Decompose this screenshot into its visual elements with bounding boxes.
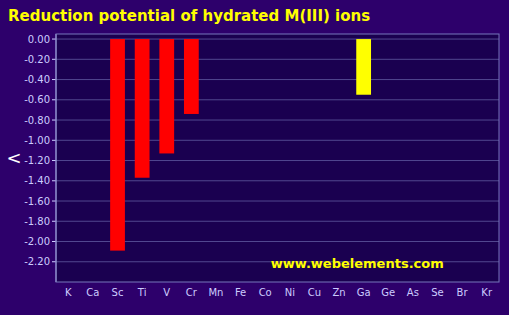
chart: 0.00 -0.20 -0.40 -0.60 -0.80 -1.00 -1.20 -1.40 -… <box>0 0 509 315</box>
bar <box>135 39 150 178</box>
tick-label: 0.00 <box>28 34 50 45</box>
bar <box>86 39 101 40</box>
bar <box>381 39 396 40</box>
bar <box>479 39 494 40</box>
tick-label: Cr <box>186 287 198 298</box>
plot-area <box>56 34 499 282</box>
tick-mark <box>52 261 56 262</box>
tick-label: Br <box>457 287 469 298</box>
tick-label: -2.20 <box>24 256 50 267</box>
bar <box>110 39 125 251</box>
bar <box>61 39 76 40</box>
annotation: www.webelements.com <box>271 256 444 271</box>
bar <box>455 39 470 40</box>
plot-frame <box>56 34 499 282</box>
tick-label: -0.60 <box>24 94 50 105</box>
tick-label: V <box>163 287 170 298</box>
bar <box>159 39 174 153</box>
bar <box>356 39 371 95</box>
title: Reduction potential of hydrated M(III) i… <box>8 7 370 25</box>
tick-mark <box>52 160 56 161</box>
tick-label: As <box>407 287 419 298</box>
tick-label: Cu <box>308 287 321 298</box>
bar <box>184 39 199 114</box>
tick-mark <box>52 180 56 181</box>
tick-mark <box>52 241 56 242</box>
tick-label: -1.00 <box>24 135 50 146</box>
tick-label: Sc <box>112 287 124 298</box>
tick-mark <box>52 99 56 100</box>
tick-mark <box>52 120 56 121</box>
tick-label: Se <box>431 287 444 298</box>
tick-label: Co <box>259 287 272 298</box>
bar <box>209 39 224 40</box>
tick-mark <box>52 79 56 80</box>
bar <box>258 39 273 40</box>
tick-label: -2.00 <box>24 236 50 247</box>
bar <box>430 39 445 40</box>
tick-mark <box>52 59 56 60</box>
tick-label: Ge <box>381 287 395 298</box>
tick-label: -1.40 <box>24 175 50 186</box>
tick-label: Zn <box>332 287 345 298</box>
bars <box>110 39 371 251</box>
tick-mark <box>52 221 56 222</box>
tick-label: -1.20 <box>24 155 50 166</box>
tick-label: Mn <box>208 287 223 298</box>
tick-label: -0.20 <box>24 54 50 65</box>
y-axis: 0.00 -0.20 -0.40 -0.60 -0.80 -1.00 -1.20 -1.40 -… <box>24 34 499 268</box>
bar <box>307 39 322 40</box>
tick-label: Ca <box>86 287 99 298</box>
bar <box>332 39 347 40</box>
tick-label: -1.60 <box>24 196 50 207</box>
x-axis: K Ca Sc Ti V Cr Mn Fe Co Ni Cu Zn Ga Ge As Se Br Kr <box>65 287 493 298</box>
tick-label: -0.80 <box>24 115 50 126</box>
tick-label: Fe <box>235 287 246 298</box>
bar <box>282 39 297 40</box>
bar <box>233 39 248 40</box>
tick-label: Ti <box>137 287 147 298</box>
tick-label: K <box>65 287 72 298</box>
tick-mark <box>52 201 56 202</box>
tick-label: Ni <box>285 287 295 298</box>
axis-label: < <box>6 147 21 168</box>
tick-mark <box>52 39 56 40</box>
tick-mark <box>52 140 56 141</box>
tick-label: -1.80 <box>24 216 50 227</box>
tick-label: -0.40 <box>24 74 50 85</box>
bar <box>405 39 420 40</box>
tick-label: Kr <box>481 287 493 298</box>
tick-label: Ga <box>357 287 371 298</box>
